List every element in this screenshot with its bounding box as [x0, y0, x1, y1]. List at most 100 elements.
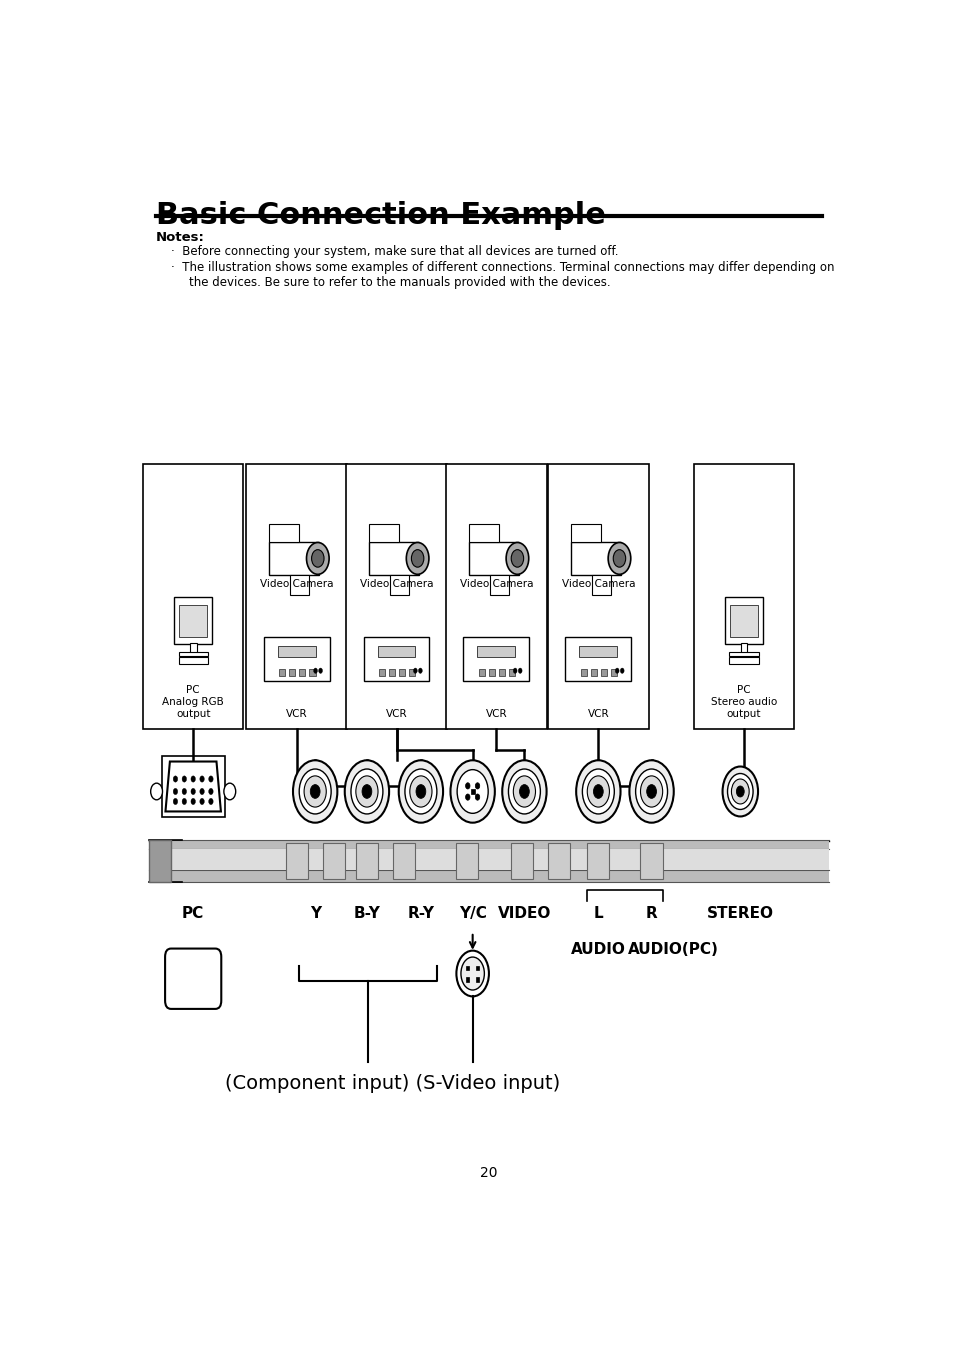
Circle shape: [465, 794, 470, 800]
Text: VCR: VCR: [587, 709, 609, 719]
Bar: [369, 524, 398, 542]
Bar: [729, 651, 758, 657]
Circle shape: [355, 775, 377, 807]
Circle shape: [182, 789, 187, 794]
Bar: [149, 848, 828, 870]
Circle shape: [182, 798, 187, 805]
Bar: [377, 646, 415, 657]
Bar: [511, 843, 533, 880]
Circle shape: [513, 667, 517, 673]
Text: Notes:: Notes:: [156, 231, 205, 243]
Text: PC
Analog RGB
output: PC Analog RGB output: [162, 685, 224, 719]
Bar: [279, 669, 285, 676]
Bar: [178, 651, 208, 657]
Text: Basic Connection Example: Basic Connection Example: [156, 200, 605, 230]
Circle shape: [304, 775, 326, 807]
Bar: [724, 597, 762, 644]
Bar: [463, 638, 529, 681]
Circle shape: [475, 782, 479, 789]
Circle shape: [501, 761, 546, 823]
Bar: [309, 669, 315, 676]
Bar: [547, 463, 648, 730]
Circle shape: [460, 957, 484, 990]
Text: STEREO: STEREO: [706, 907, 773, 921]
Circle shape: [209, 775, 213, 782]
Circle shape: [576, 761, 619, 823]
Circle shape: [581, 769, 614, 813]
Circle shape: [513, 775, 535, 807]
Bar: [570, 524, 600, 542]
Bar: [179, 605, 207, 636]
Bar: [456, 843, 477, 880]
Bar: [610, 669, 617, 676]
Circle shape: [224, 784, 235, 800]
Circle shape: [619, 667, 623, 673]
Bar: [570, 542, 620, 576]
Circle shape: [450, 761, 495, 823]
Bar: [639, 843, 662, 880]
Bar: [476, 977, 478, 982]
Circle shape: [310, 785, 319, 798]
Bar: [285, 843, 308, 880]
Text: Y: Y: [310, 907, 320, 921]
Circle shape: [635, 769, 667, 813]
Circle shape: [731, 780, 748, 804]
Bar: [468, 542, 518, 576]
Bar: [269, 524, 299, 542]
Text: VCR: VCR: [385, 709, 407, 719]
Bar: [740, 643, 746, 654]
Text: R: R: [645, 907, 657, 921]
Text: AUDIO(PC): AUDIO(PC): [628, 943, 719, 958]
Bar: [369, 542, 418, 576]
Circle shape: [191, 775, 195, 782]
Circle shape: [413, 667, 416, 673]
Bar: [398, 669, 405, 676]
Bar: [290, 576, 309, 594]
Circle shape: [456, 770, 488, 813]
Bar: [729, 605, 758, 636]
Circle shape: [406, 543, 429, 574]
Circle shape: [418, 667, 422, 673]
Bar: [488, 669, 495, 676]
Bar: [446, 463, 546, 730]
Bar: [466, 977, 469, 982]
Circle shape: [456, 951, 488, 997]
Bar: [693, 463, 794, 730]
Circle shape: [593, 785, 602, 798]
Circle shape: [511, 550, 523, 567]
Bar: [409, 669, 415, 676]
Bar: [269, 542, 319, 576]
Circle shape: [293, 761, 337, 823]
Text: VIDEO: VIDEO: [497, 907, 551, 921]
Circle shape: [209, 789, 213, 794]
Bar: [470, 789, 475, 794]
Bar: [149, 840, 171, 882]
Circle shape: [727, 774, 752, 809]
Circle shape: [199, 789, 204, 794]
Bar: [508, 669, 515, 676]
Bar: [246, 463, 347, 730]
Bar: [587, 843, 609, 880]
Text: VCR: VCR: [286, 709, 307, 719]
Bar: [600, 669, 606, 676]
Bar: [580, 669, 586, 676]
Bar: [289, 669, 295, 676]
Circle shape: [314, 667, 317, 673]
Circle shape: [508, 769, 539, 813]
Text: (Component input) (S-Video input): (Component input) (S-Video input): [225, 1074, 559, 1093]
Bar: [322, 843, 344, 880]
Circle shape: [629, 761, 673, 823]
Text: AUDIO: AUDIO: [570, 943, 625, 958]
Bar: [346, 463, 446, 730]
Circle shape: [613, 550, 625, 567]
Bar: [363, 638, 429, 681]
Circle shape: [404, 769, 436, 813]
Circle shape: [182, 775, 187, 782]
Text: the devices. Be sure to refer to the manuals provided with the devices.: the devices. Be sure to refer to the man…: [190, 276, 611, 289]
Circle shape: [519, 785, 529, 798]
Bar: [490, 576, 508, 594]
Circle shape: [191, 789, 195, 794]
Bar: [729, 658, 758, 663]
Text: R-Y: R-Y: [407, 907, 434, 921]
Circle shape: [506, 543, 528, 574]
